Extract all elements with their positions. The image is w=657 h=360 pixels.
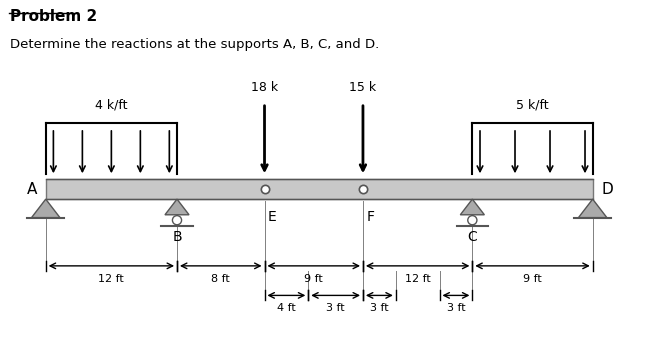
Text: 3 ft: 3 ft [327, 303, 345, 313]
Polygon shape [461, 199, 484, 215]
Text: 12 ft: 12 ft [405, 274, 430, 284]
Text: D: D [601, 182, 613, 197]
Circle shape [172, 216, 181, 225]
Text: 12 ft: 12 ft [99, 274, 124, 284]
Polygon shape [578, 199, 607, 218]
Text: 15 k: 15 k [350, 81, 376, 94]
Text: 18 k: 18 k [251, 81, 278, 94]
Text: 9 ft: 9 ft [523, 274, 542, 284]
Text: E: E [268, 210, 277, 224]
Text: Problem 2: Problem 2 [10, 9, 97, 24]
FancyBboxPatch shape [46, 179, 593, 199]
Text: 5 k/ft: 5 k/ft [516, 99, 549, 112]
Text: A: A [26, 182, 37, 197]
Text: 4 k/ft: 4 k/ft [95, 99, 127, 112]
Text: 4 ft: 4 ft [277, 303, 296, 313]
Text: Determine the reactions at the supports A, B, C, and D.: Determine the reactions at the supports … [10, 38, 379, 51]
Text: 8 ft: 8 ft [212, 274, 230, 284]
Polygon shape [32, 199, 60, 218]
Text: F: F [366, 210, 374, 224]
Text: 3 ft: 3 ft [447, 303, 465, 313]
Text: C: C [468, 230, 477, 244]
Circle shape [468, 216, 477, 225]
Text: 3 ft: 3 ft [370, 303, 389, 313]
Text: 9 ft: 9 ft [304, 274, 323, 284]
Polygon shape [165, 199, 189, 215]
Text: B: B [172, 230, 182, 244]
